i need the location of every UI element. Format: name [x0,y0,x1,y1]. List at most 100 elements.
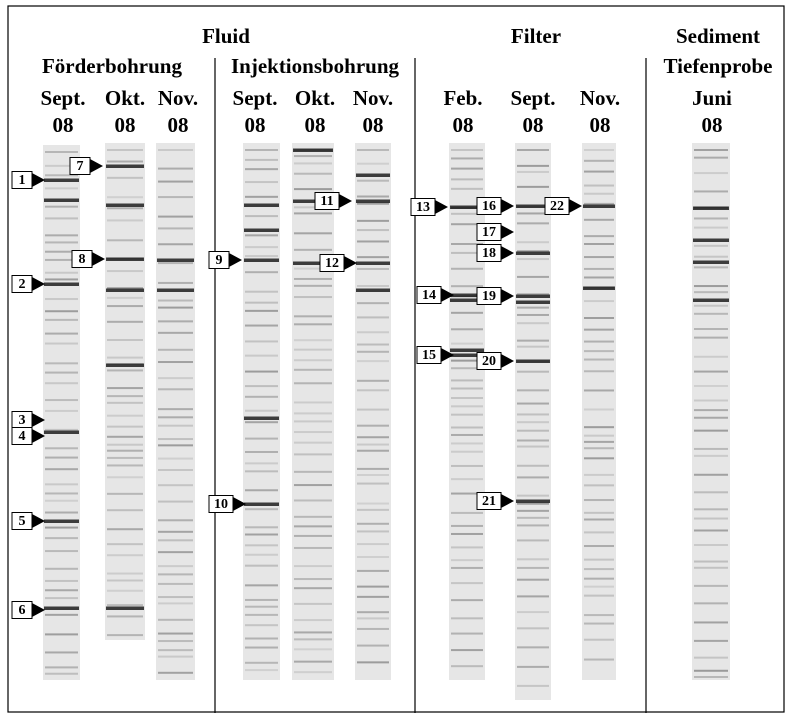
gel-band [45,399,78,401]
gel-band [357,360,389,362]
gel-band [451,617,483,619]
gel-band [357,240,389,242]
lane-month: Okt. [105,86,145,110]
gel-band [107,426,143,428]
lane-year: 08 [702,113,723,137]
gel-band [245,614,278,616]
gel-band [694,585,728,587]
gel-band [107,161,143,163]
gel-band [158,565,193,567]
gel-band [294,499,332,501]
lane-year: 08 [453,113,474,137]
gel-band [294,671,332,673]
gel-band [294,315,332,317]
marker-label: 9 [216,253,223,268]
gel-band [357,180,389,182]
gel-band [245,462,278,464]
gel-band [107,464,143,466]
gel-band [45,457,78,459]
gel-band [694,190,728,192]
gel-band [584,359,614,361]
gel-band [45,589,78,591]
gel-band [694,266,728,268]
gel-band [451,149,483,151]
gel-band [584,276,614,278]
gel-band [517,430,549,432]
gel-band [45,310,78,312]
gel-band [517,510,549,512]
gel-band [357,509,389,511]
group-title: Filter [511,24,561,48]
gel-band [158,672,193,674]
gel-band [107,207,143,209]
gel-band [584,300,614,302]
gel-band [517,476,549,478]
gel-band [294,631,332,633]
gel-band [44,431,79,435]
gel-band [157,259,194,263]
gel-band [584,435,614,437]
gel-band [44,607,79,611]
marker-label: 2 [19,277,26,292]
gel-band [245,565,278,567]
gel-band [694,491,728,493]
gel-band [357,425,389,427]
gel-band [584,235,614,237]
gel-band [158,320,193,322]
gel-band [107,543,143,545]
gel-band [451,328,483,330]
marker-label: 10 [214,497,228,512]
gel-band [245,526,278,528]
gel-band [357,468,389,470]
gel-band [357,268,389,270]
gel-band [158,501,193,503]
gel-band [294,638,332,640]
gel-band [158,181,193,183]
gel-band [107,321,143,323]
gel-band [158,196,193,198]
marker-label: 11 [320,194,333,209]
gel-band [517,685,549,687]
gel-band [357,196,389,198]
gel-band [293,149,333,153]
gel-band [245,554,278,556]
gel-band [451,427,483,429]
gel-band [517,627,549,629]
lane-month: Juni [692,86,732,110]
gel-band [107,444,143,446]
gel-band [245,196,278,198]
gel-band [245,410,278,412]
gel-band [584,160,614,162]
gel-band [294,188,332,190]
gel-band [517,222,549,224]
gel-band [694,409,728,411]
gel-lane [105,143,145,640]
gel-band [294,285,332,287]
gel-band [356,262,390,266]
gel-band [357,344,389,346]
gel-band [517,258,549,260]
gel-band [517,495,549,497]
gel-band [517,340,549,342]
gel-band [694,285,728,287]
gel-band [517,524,549,526]
gel-band [517,558,549,560]
gel-band [516,500,550,504]
gel-band [357,331,389,333]
gel-band [583,287,615,291]
gel-band [45,206,78,208]
gel-band [357,450,389,452]
gel-band [584,243,614,245]
gel-band [45,241,78,243]
lane-year: 08 [305,113,326,137]
gel-band [45,447,78,449]
gel-band [694,621,728,623]
gel-band [584,568,614,570]
gel-band [245,325,278,327]
gel-band [694,400,728,402]
gel-band [294,471,332,473]
gel-band [45,217,78,219]
gel-band [584,559,614,561]
gel-band [584,268,614,270]
gel-band [245,638,278,640]
